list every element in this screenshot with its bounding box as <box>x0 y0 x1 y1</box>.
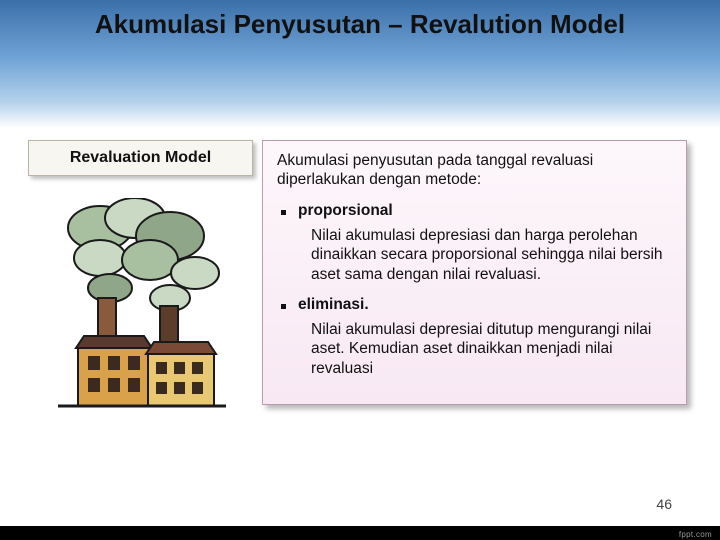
revaluation-model-label: Revaluation Model <box>70 149 211 167</box>
bullet-dot-icon <box>281 304 286 309</box>
slide-title: Akumulasi Penyusutan – Revalution Model <box>60 10 660 40</box>
bullet-label: proporsional <box>298 202 393 220</box>
bullet-description: Nilai akumulasi depresiai ditutup mengur… <box>311 320 672 378</box>
revaluation-model-box: Revaluation Model <box>28 140 253 176</box>
bullet-label: eliminasi. <box>298 296 369 314</box>
factory-illustration <box>40 198 240 418</box>
bullet-dot-icon <box>281 210 286 215</box>
content-intro: Akumulasi penyusutan pada tanggal revalu… <box>277 151 672 190</box>
content-box: Akumulasi penyusutan pada tanggal revalu… <box>262 140 687 405</box>
footer-credit: fppt.com <box>679 530 712 539</box>
bullet-item: eliminasi. <box>277 296 672 314</box>
page-number: 46 <box>656 496 672 512</box>
footer-bar: fppt.com <box>0 526 720 540</box>
bullet-description: Nilai akumulasi depresiasi dan harga per… <box>311 226 672 284</box>
factory-smoke-icon <box>40 198 240 418</box>
bullet-item: proporsional <box>277 202 672 220</box>
